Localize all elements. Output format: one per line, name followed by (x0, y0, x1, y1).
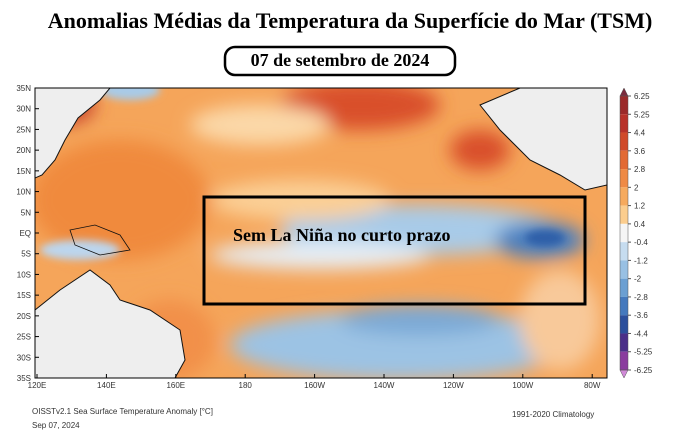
lon-label: 140W (374, 381, 395, 390)
colorbar-segment (620, 205, 628, 224)
colorbar-end (619, 369, 629, 379)
lon-label: 140E (97, 381, 116, 390)
colorbar-frame (619, 95, 629, 371)
colorbar-segment (620, 169, 628, 188)
product-date: Sep 07, 2024 (32, 421, 80, 430)
lon-label: 160W (304, 381, 325, 390)
colorbar-label: -5.25 (634, 348, 653, 357)
lat-label: 10S (17, 270, 31, 279)
colorbar-segment (620, 114, 628, 133)
colorbar-segment (620, 150, 628, 170)
date-box (223, 45, 457, 77)
colorbar-label: 4.4 (634, 129, 646, 138)
colorbar-label: 5.25 (634, 110, 650, 119)
colorbar-segment (620, 315, 628, 334)
colorbar-label: -6.25 (634, 366, 653, 375)
colorbar-segment (620, 351, 628, 370)
lat-label: 10N (16, 188, 31, 197)
highlight-box (202, 195, 587, 306)
lat-label: EQ (19, 229, 31, 238)
lat-label: 5N (21, 208, 31, 217)
colorbar-segment (620, 278, 628, 297)
colorbar-segment (620, 296, 628, 316)
colorbar-segment (620, 223, 628, 243)
lat-label: 20S (17, 312, 31, 321)
climatology: 1991-2020 Climatology (512, 410, 594, 419)
colorbar-label: -4.4 (634, 329, 648, 338)
lat-label: 30N (16, 105, 31, 114)
colorbar-segment (620, 260, 628, 279)
colorbar-segment (620, 187, 628, 206)
lat-label: 25N (16, 125, 31, 134)
lat-label: 15N (16, 167, 31, 176)
lat-label: 30S (17, 353, 31, 362)
colorbar-label: 0.4 (634, 220, 646, 229)
product-label: OISSTv2.1 Sea Surface Temperature Anomal… (32, 407, 213, 416)
colorbar-end (619, 87, 629, 97)
date: 07 de setembro de 2024 (251, 50, 430, 70)
lon-label: 80W (584, 381, 601, 390)
lat-label: 20N (16, 146, 31, 155)
colorbar-segment (620, 96, 628, 115)
lon-label: 100W (512, 381, 533, 390)
lon-label: 160E (166, 381, 185, 390)
colorbar-label: -2.8 (634, 293, 648, 302)
colorbar-label: -3.6 (634, 311, 648, 320)
lon-label: 120W (443, 381, 464, 390)
lat-label: 5S (21, 250, 31, 259)
lat-label: 35S (17, 374, 31, 383)
lon-label: 180 (239, 381, 253, 390)
lat-label: 25S (17, 333, 31, 342)
colorbar-label: 2 (634, 183, 639, 192)
colorbar-label: 6.25 (634, 92, 650, 101)
lon-label: 120E (28, 381, 47, 390)
colorbar-segment (620, 242, 628, 261)
colorbar-label: 2.8 (634, 165, 646, 174)
colorbar-segment (620, 132, 628, 151)
lat-label: 15S (17, 291, 31, 300)
colorbar-label: 3.6 (634, 147, 646, 156)
title: Anomalias Médias da Temperatura da Super… (48, 8, 653, 33)
colorbar-label: -0.4 (634, 238, 648, 247)
annotation: Sem La Niña no curto prazo (233, 225, 451, 245)
colorbar-label: 1.2 (634, 202, 646, 211)
colorbar-label: -2 (634, 275, 642, 284)
sst-map (35, 88, 607, 378)
colorbar-segment (620, 333, 628, 352)
colorbar-label: -1.2 (634, 256, 648, 265)
lat-label: 35N (16, 84, 31, 93)
